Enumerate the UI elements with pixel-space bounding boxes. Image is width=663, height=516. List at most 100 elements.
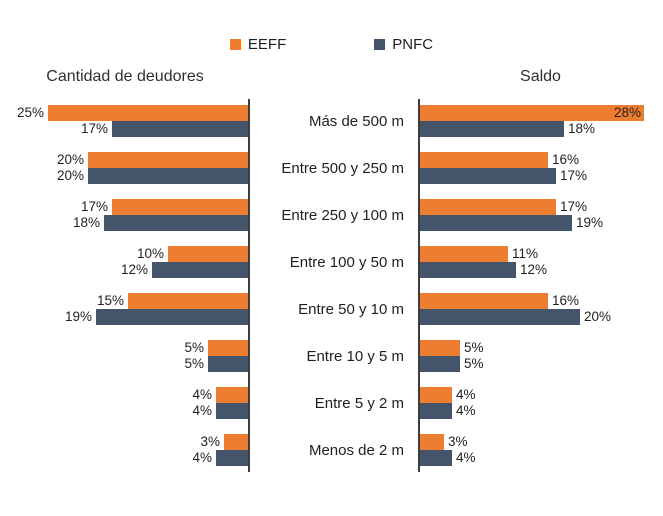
value-label: 4% <box>192 450 212 465</box>
bar-row: 12% <box>0 262 248 278</box>
left-panel-title: Cantidad de deudores <box>46 68 204 85</box>
value-label: 19% <box>576 215 604 230</box>
value-label: 20% <box>56 152 84 167</box>
bar-row: 15% <box>0 293 248 309</box>
eeff-bar <box>88 152 248 168</box>
legend-label-pnfc: PNFC <box>392 36 434 53</box>
pnfc-bar <box>152 262 248 278</box>
bar-row: 11% <box>420 246 663 262</box>
value-label: 17% <box>560 168 588 183</box>
bar-group: 20% 20% <box>0 152 248 184</box>
value-label: 18% <box>568 121 596 136</box>
eeff-bar <box>420 152 548 168</box>
pnfc-bar <box>420 262 516 278</box>
pnfc-bar <box>96 309 248 325</box>
value-label: 5% <box>464 356 484 371</box>
chart-legend: EEFF PNFC <box>0 0 663 53</box>
pnfc-bar <box>420 121 564 137</box>
category-label: Menos de 2 m <box>308 441 404 459</box>
eeff-bar <box>420 340 460 356</box>
eeff-legend-swatch-icon <box>229 39 241 50</box>
value-label: 20% <box>584 309 612 324</box>
value-label: 12% <box>120 262 148 277</box>
bar-row: 16% <box>420 152 663 168</box>
value-label: 5% <box>184 340 204 355</box>
bar-group: 10% 12% <box>0 246 248 278</box>
bar-row: 4% <box>0 450 248 466</box>
value-label: 19% <box>64 309 92 324</box>
eeff-bar <box>208 340 248 356</box>
bar-group: 5% 5% <box>0 340 248 372</box>
bar-row: 16% <box>420 293 663 309</box>
bar-row: 10% <box>0 246 248 262</box>
eeff-bar <box>216 387 248 403</box>
right-panel-title: Saldo <box>520 68 561 85</box>
value-label: 17% <box>80 121 108 136</box>
bar-row: 18% <box>420 121 663 137</box>
bar-row: 12% <box>420 262 663 278</box>
bar-row: 20% <box>0 152 248 168</box>
legend-item-pnfc: PNFC <box>374 36 433 53</box>
bar-row: 19% <box>0 309 248 325</box>
bar-row: 3% <box>420 434 663 450</box>
bar-group: 5% 5% <box>420 340 663 372</box>
value-label: 5% <box>184 356 204 371</box>
pnfc-bar <box>420 450 452 466</box>
value-label: 20% <box>56 168 84 183</box>
eeff-bar <box>168 246 248 262</box>
value-label: 18% <box>72 215 100 230</box>
bar-row: 5% <box>420 356 663 372</box>
eeff-bar <box>112 199 248 215</box>
bar-group: 17% 18% <box>0 199 248 231</box>
value-label: 16% <box>552 293 580 308</box>
eeff-bar <box>420 434 444 450</box>
value-label: 25% <box>16 105 44 120</box>
eeff-bar <box>420 387 452 403</box>
bar-group: 15% 19% <box>0 293 248 325</box>
value-label: 12% <box>520 262 548 277</box>
value-label: 4% <box>192 387 212 402</box>
bar-group: 16% 20% <box>420 293 663 325</box>
pnfc-bar <box>420 215 572 231</box>
value-label: 10% <box>136 246 164 261</box>
bar-row: 20% <box>0 168 248 184</box>
value-label: 15% <box>96 293 124 308</box>
value-label: 4% <box>192 403 212 418</box>
category-label: Entre 5 y 2 m <box>314 394 404 412</box>
bar-row: 17% <box>0 199 248 215</box>
bar-row: 5% <box>420 340 663 356</box>
bar-row: 17% <box>420 199 663 215</box>
bar-row: 20% <box>420 309 663 325</box>
eeff-bar <box>420 293 548 309</box>
eeff-bar <box>420 199 556 215</box>
bar-row: 4% <box>420 403 663 419</box>
eeff-bar <box>48 105 248 121</box>
right-chart-panel: 28% 18% 16% 17% 17% 19% 11% 12% 16% 20% 5% 5% 4% 4% 3%… <box>418 99 663 472</box>
pnfc-bar <box>420 309 580 325</box>
eeff-bar: 28% <box>420 105 644 121</box>
value-label: 17% <box>560 199 588 214</box>
panel-titles: Cantidad de deudores Saldo <box>0 68 663 86</box>
pnfc-bar <box>88 168 248 184</box>
value-label: 17% <box>80 199 108 214</box>
category-label: Entre 100 y 50 m <box>289 253 404 271</box>
bar-row: 4% <box>420 450 663 466</box>
bar-group: 3% 4% <box>0 434 248 466</box>
eeff-bar <box>128 293 248 309</box>
value-label: 3% <box>448 434 468 449</box>
pnfc-bar <box>216 450 248 466</box>
bar-row: 4% <box>420 387 663 403</box>
bar-group: 28% 18% <box>420 105 663 137</box>
value-label: 4% <box>456 403 476 418</box>
bar-row: 17% <box>420 168 663 184</box>
category-label: Entre 250 y 100 m <box>281 206 404 224</box>
eeff-bar <box>224 434 248 450</box>
legend-item-eeff: EEFF <box>229 36 286 53</box>
bar-row: 25% <box>0 105 248 121</box>
pnfc-legend-swatch-icon <box>374 39 386 50</box>
bar-row: 19% <box>420 215 663 231</box>
bar-group: 4% 4% <box>0 387 248 419</box>
pnfc-bar <box>208 356 248 372</box>
pnfc-bar <box>104 215 248 231</box>
value-label: 11% <box>512 246 539 261</box>
